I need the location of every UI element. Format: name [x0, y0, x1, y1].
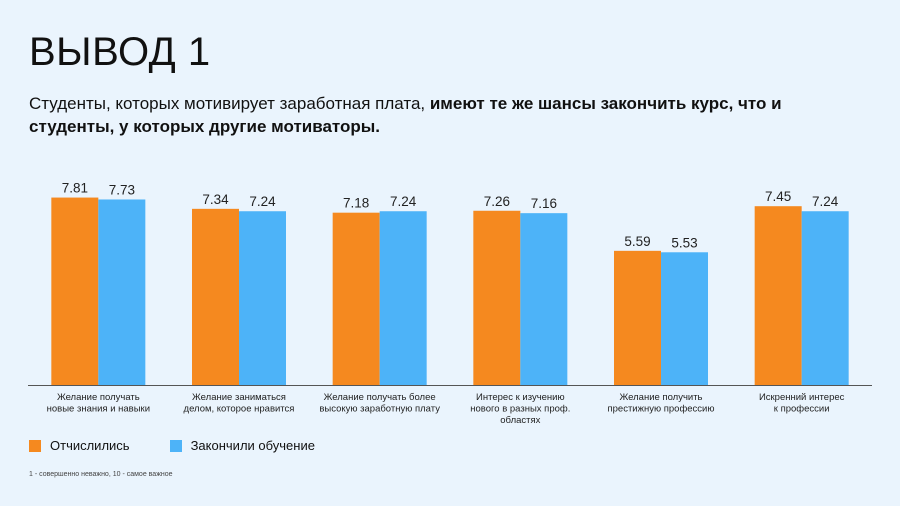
category-label-2: Желание получать более высокую заработную… [319, 392, 440, 415]
value-label-finished-5: 7.24 [812, 194, 839, 209]
category-label-5: Искренний интерес к профессии [759, 392, 845, 415]
value-label-dropped-0: 7.81 [62, 181, 88, 196]
legend-swatch-dropped [29, 439, 41, 452]
chart-legend: Отчислились Закончили обучение [29, 438, 355, 453]
bar-finished-3 [520, 213, 568, 385]
bar-finished-5 [801, 211, 849, 385]
category-label-line: Желание получать более [324, 392, 436, 403]
bar-finished-0 [98, 199, 146, 385]
subtitle: Студенты, которых мотивирует заработная … [29, 92, 789, 138]
value-label-dropped-3: 7.26 [484, 194, 510, 209]
value-label-dropped-1: 7.34 [202, 192, 229, 207]
bar-finished-1 [239, 211, 286, 385]
category-label-1: Желание заниматься делом, которое нравитс… [184, 392, 295, 415]
bar-dropped-5 [754, 206, 802, 385]
subtitle-bold: имеют те же шансы закончить курс, что и … [29, 94, 782, 136]
category-label-line: Желание получить [620, 392, 703, 403]
bar-dropped-4 [614, 250, 661, 385]
category-label-3: Интерес к изучению нового в разных проф. о… [470, 392, 570, 426]
legend-swatch-finished [169, 439, 182, 452]
legend-item-dropped: Отчислились [29, 438, 130, 453]
bar-finished-2 [379, 211, 427, 385]
footnote: 1 - совершенно неважно, 10 - самое важно… [29, 471, 173, 478]
page-title: ВЫВОД 1 [29, 30, 211, 74]
category-label-line: новые знания и навыки [47, 404, 150, 415]
category-label-line: Искренний интерес [759, 392, 845, 403]
bar-dropped-2 [332, 212, 380, 385]
value-label-finished-2: 7.24 [390, 194, 417, 209]
category-label-line: Интерес к изучению [476, 392, 565, 403]
value-label-finished-0: 7.73 [109, 182, 135, 197]
value-label-dropped-5: 7.45 [765, 189, 791, 204]
category-label-4: Желание получить престижную профессию [608, 392, 715, 415]
legend-label-finished: Закончили обучение [190, 438, 315, 453]
category-label-line: областях [500, 415, 540, 426]
legend-item-finished: Закончили обучение [169, 438, 315, 453]
category-label-line: к профессии [774, 404, 830, 415]
category-label-line: делом, которое нравится [184, 404, 295, 415]
category-label-line: Желание получать [57, 392, 140, 403]
value-label-dropped-4: 5.59 [624, 234, 650, 249]
bar-dropped-1 [192, 208, 239, 385]
category-label-line: высокую заработную плату [319, 404, 440, 415]
value-label-dropped-2: 7.18 [343, 196, 369, 211]
value-label-finished-1: 7.24 [249, 194, 276, 209]
legend-label-dropped: Отчислились [50, 438, 130, 453]
category-label-line: престижную профессию [608, 404, 715, 415]
bar-dropped-0 [51, 197, 99, 385]
category-label-line: нового в разных проф. [470, 404, 570, 415]
category-label-line: Желание заниматься [192, 392, 286, 403]
value-label-finished-3: 7.16 [531, 196, 557, 211]
bar-finished-4 [661, 252, 708, 385]
category-label-0: Желание получать новые знания и навыки [47, 392, 150, 415]
subtitle-normal: Студенты, которых мотивирует заработная … [29, 94, 430, 113]
value-label-finished-4: 5.53 [671, 235, 697, 250]
bar-dropped-3 [473, 210, 521, 385]
